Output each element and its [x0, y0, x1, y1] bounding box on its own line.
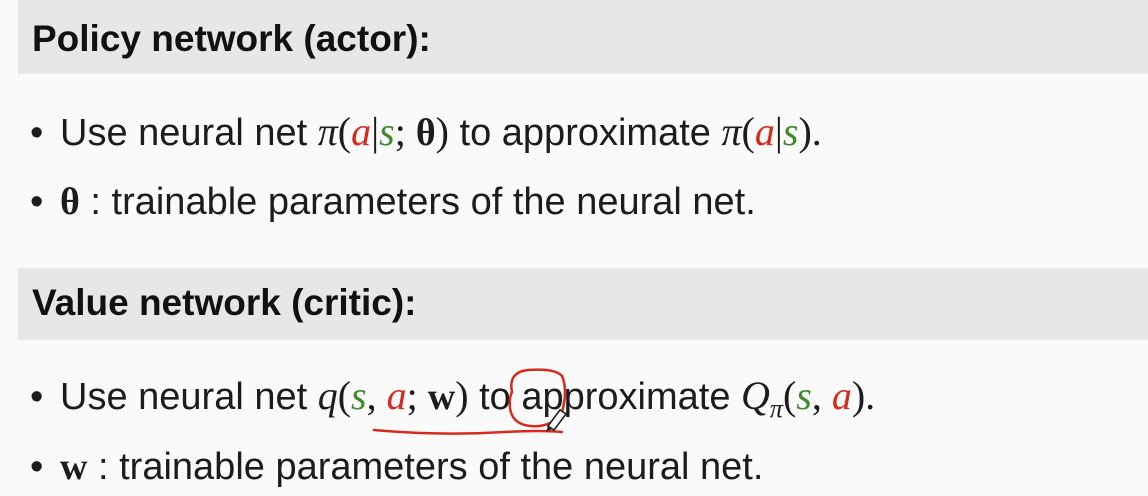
math-paren-close-period: ). [851, 373, 876, 418]
math-paren-open: ( [337, 373, 352, 418]
bullet-text: : trainable parameters of the neural net… [79, 181, 756, 223]
value-bullet-parameters: • w : trainable parameters of the neural … [30, 448, 763, 486]
bullet-text-middle: to approximate [468, 376, 742, 418]
bullet-text: : trainable parameters of the neural net… [87, 446, 764, 488]
annotation-underline [372, 428, 564, 435]
bullet-dot: • [30, 376, 44, 418]
math-theta: θ [60, 181, 80, 223]
math-state-s: s [351, 373, 367, 418]
math-q: q [317, 373, 338, 418]
math-action-a: a [386, 373, 407, 418]
math-Q: Q [741, 373, 770, 418]
math-state-s: s [796, 373, 812, 418]
math-comma: , [811, 373, 832, 418]
math-semicolon: ; [394, 109, 416, 154]
math-pi: π [317, 109, 338, 154]
policy-bullet-approximate: • Use neural net π(a|s; θ) to approximate… [30, 109, 822, 154]
math-comma: , [366, 373, 387, 418]
math-paren-open: ( [741, 109, 755, 154]
policy-bullet-parameters: • θ : trainable parameters of the neural … [30, 183, 756, 221]
math-bar: | [774, 109, 783, 154]
value-network-heading: Value network (critic): [32, 282, 417, 323]
bullet-text-middle: to approximate [448, 112, 722, 154]
policy-network-heading: Policy network (actor): [32, 18, 431, 59]
math-Q-subscript-pi: π [769, 394, 783, 423]
math-bar: | [371, 109, 380, 154]
section-header-band-value [18, 268, 1148, 340]
math-paren-close: ) [435, 109, 449, 154]
value-bullet-approximate: • Use neural net q(s, a; w) to approximat… [30, 376, 875, 422]
math-paren-close: ) [455, 373, 469, 418]
bullet-dot: • [30, 181, 44, 223]
math-action-a: a [754, 109, 775, 154]
math-action-a: a [831, 373, 852, 418]
bullet-dot: • [30, 112, 44, 154]
math-w: w [60, 446, 88, 488]
math-action-a: a [351, 109, 372, 154]
math-pi-target: π [721, 109, 742, 154]
math-paren-open: ( [337, 109, 352, 154]
math-paren-close-period: ). [798, 109, 822, 154]
math-paren-open: ( [782, 373, 797, 418]
math-state-s: s [782, 109, 799, 154]
math-state-s: s [379, 109, 395, 154]
bullet-text-prefix: Use neural net [60, 376, 318, 418]
section-header-band-policy [18, 0, 1148, 74]
math-w: w [427, 376, 456, 418]
math-theta: θ [415, 112, 436, 154]
bullet-text-prefix: Use neural net [60, 112, 318, 154]
bullet-dot: • [30, 446, 44, 488]
math-semicolon: ; [406, 373, 428, 418]
